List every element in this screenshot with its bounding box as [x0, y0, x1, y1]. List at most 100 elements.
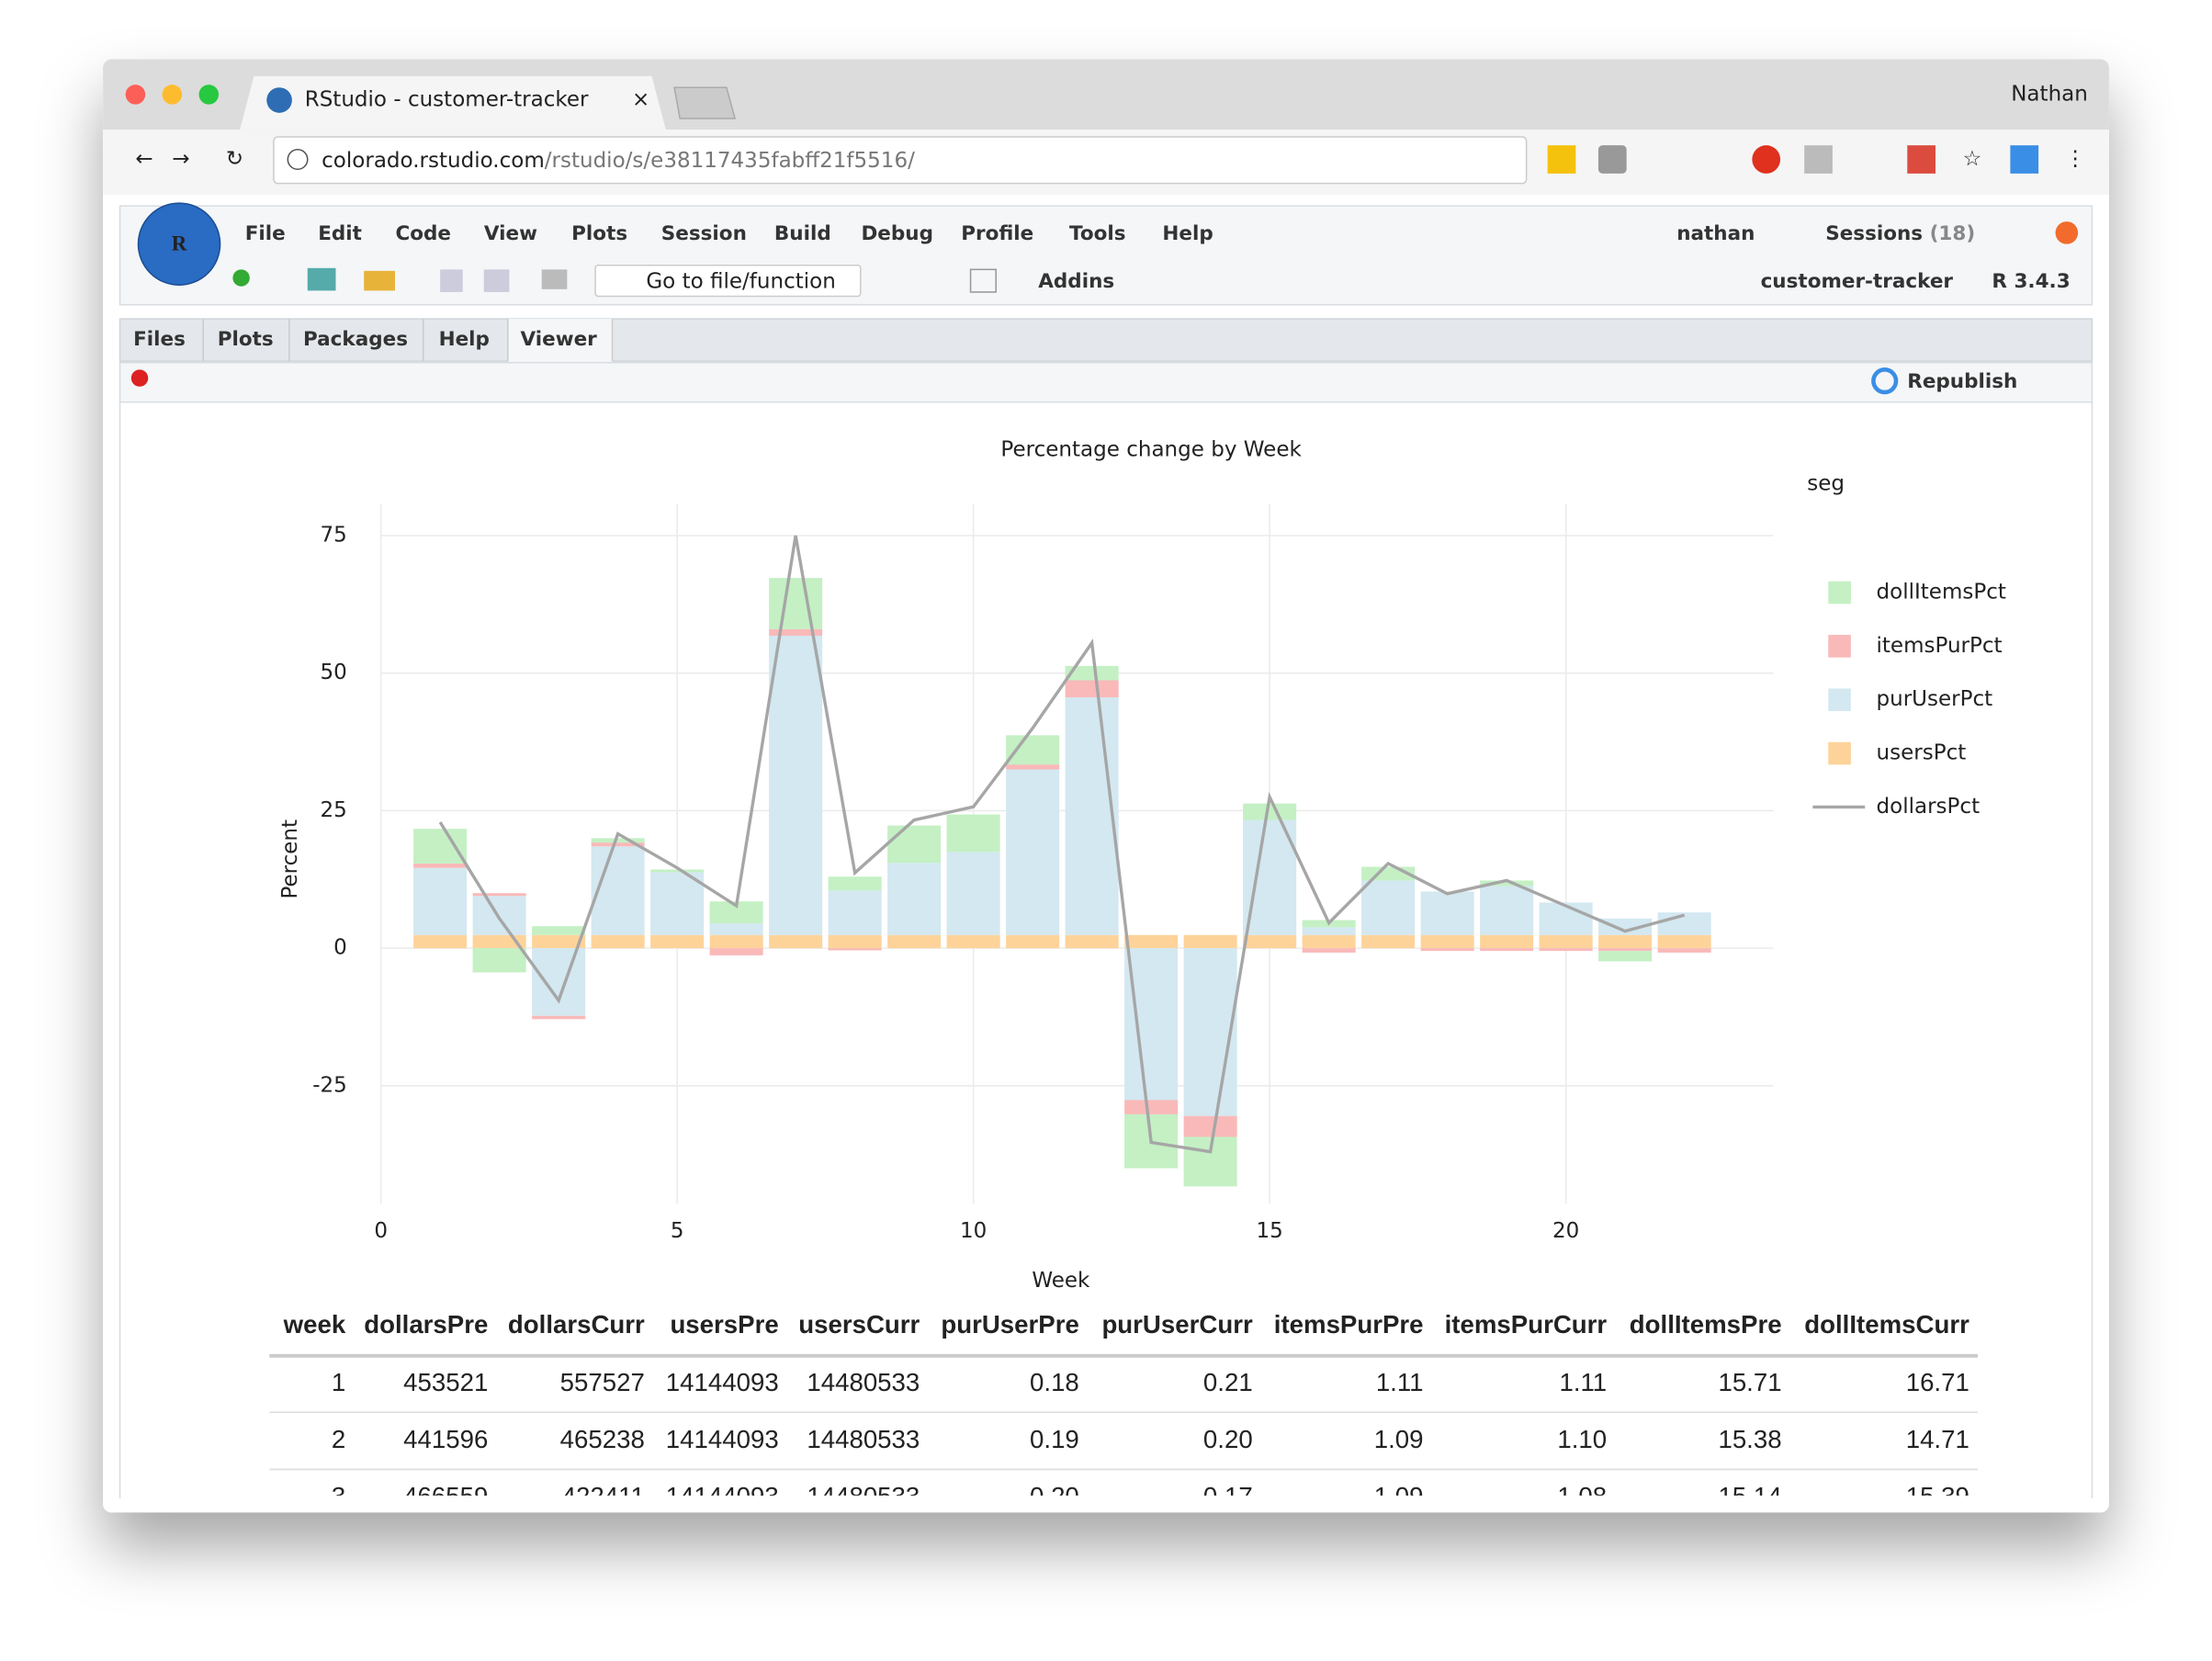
back[interactable]: ←	[135, 147, 152, 171]
y-tick-label: 25	[320, 798, 346, 822]
pane-tab[interactable]: Help	[439, 328, 490, 351]
new-tab[interactable]	[673, 86, 737, 119]
table-cell: 14480533	[807, 1482, 920, 1510]
table-cell: 15.71	[1718, 1368, 1781, 1396]
reload[interactable]: ↻	[226, 147, 243, 171]
menu-item[interactable]: View	[484, 222, 537, 245]
bar-segment	[413, 829, 468, 864]
bar-segment	[413, 867, 468, 935]
table-cell: 466559	[403, 1482, 488, 1510]
bar-segment	[1065, 665, 1119, 681]
chart-title: Percentage change by Week	[1000, 437, 1302, 461]
r-version[interactable]: R 3.4.3	[1992, 270, 2070, 293]
bar-segment	[769, 578, 823, 629]
bar-segment	[1124, 1100, 1179, 1114]
bar-segment	[1243, 819, 1297, 935]
sessions-label: Sessions	[1825, 222, 1923, 245]
menu-item[interactable]: Edit	[318, 222, 362, 245]
republish-button[interactable]: Republish	[1907, 370, 2017, 393]
table-cell: 1.11	[1559, 1368, 1607, 1396]
menu-item[interactable]: Code	[395, 222, 451, 245]
bar-segment	[1598, 951, 1653, 962]
x-tick-label: 10	[960, 1219, 987, 1243]
sessions-count: (18)	[1930, 222, 1976, 245]
legend-label: purUserPct	[1877, 687, 1993, 711]
tab[interactable]	[240, 75, 666, 130]
pane-tab[interactable]: Plots	[218, 328, 274, 351]
bar-segment	[413, 934, 468, 949]
menu-item[interactable]: Profile	[961, 222, 1033, 245]
bar-segment	[709, 934, 763, 949]
bar-segment	[1243, 803, 1297, 820]
menu-item[interactable]: Help	[1162, 222, 1213, 245]
bar-segment	[1065, 934, 1119, 949]
x-axis-label: Week	[1032, 1269, 1090, 1293]
table-cell: 0.20	[1203, 1425, 1253, 1453]
bar-segment	[532, 1015, 586, 1020]
table-cell: 14.71	[1906, 1425, 1969, 1453]
tab-close[interactable]: ×	[632, 88, 649, 112]
tab-title: RStudio - customer-tracker	[305, 88, 589, 112]
bar-segment	[946, 852, 1000, 935]
table-cell: 15.14	[1718, 1482, 1781, 1510]
menu-item[interactable]: Plots	[571, 222, 627, 245]
bar-segment	[650, 869, 705, 873]
address-bar[interactable]	[273, 136, 1528, 185]
legend-label: dollarsPct	[1877, 795, 1981, 819]
table-cell: 0.18	[1030, 1368, 1079, 1396]
minimize-button[interactable]	[162, 85, 183, 105]
table-cell: 1.11	[1376, 1368, 1424, 1396]
bar-segment	[1302, 934, 1356, 949]
tab-icon	[266, 87, 292, 113]
url[interactable]: colorado.rstudio.com/rstudio/s/e38117435…	[322, 149, 915, 173]
table-header: dollItemsPre	[1630, 1310, 1782, 1339]
bar-segment	[709, 923, 763, 935]
bar-segment	[532, 948, 586, 1016]
svg-text:⋮: ⋮	[2065, 147, 2086, 171]
x-tick-label: 15	[1256, 1219, 1282, 1243]
bar-segment	[769, 635, 823, 935]
y-tick-label: -25	[312, 1073, 347, 1097]
bar-segment	[1361, 880, 1416, 935]
bar-segment	[1065, 680, 1119, 698]
go-to-placeholder: Go to file/function	[646, 270, 835, 294]
close-button[interactable]	[125, 85, 146, 105]
line	[438, 535, 1686, 1154]
bar-segment	[591, 838, 645, 843]
y-tick-label: 75	[320, 523, 346, 547]
bar-segment	[472, 896, 526, 935]
bar-segment	[591, 842, 645, 847]
bar-segment	[887, 825, 942, 864]
bar-segment	[591, 934, 645, 949]
menu-item[interactable]: Session	[661, 222, 747, 245]
table-cell: 14144093	[666, 1368, 779, 1396]
bar-segment	[769, 628, 823, 636]
bar-segment	[591, 846, 645, 935]
menu-item[interactable]: Build	[774, 222, 831, 245]
zoom-button[interactable]	[198, 85, 220, 105]
pane-tab[interactable]: Files	[133, 328, 186, 351]
url-path: /rstudio/s/e38117435fabff21f5516/	[545, 149, 915, 173]
legend-swatch	[1828, 688, 1851, 712]
active-tab	[507, 319, 613, 363]
legend-swatch	[1828, 635, 1851, 658]
menu-item[interactable]: Tools	[1069, 222, 1126, 245]
quit-session[interactable]	[2055, 221, 2079, 244]
menu-item[interactable]: Debug	[861, 222, 933, 245]
table-header: itemsPurPre	[1274, 1310, 1424, 1339]
profile-name[interactable]: Nathan	[2011, 82, 2088, 106]
addins-menu[interactable]: Addins	[1038, 270, 1114, 293]
bar-segment	[532, 926, 586, 935]
table-cell: 14480533	[807, 1425, 920, 1453]
pane-tab[interactable]: Packages	[303, 328, 408, 351]
bar-segment	[1420, 934, 1474, 949]
pane-tab[interactable]: Viewer	[521, 328, 598, 351]
forward[interactable]: →	[172, 147, 189, 171]
bar-segment	[1006, 764, 1060, 770]
project-menu[interactable]: customer-tracker	[1761, 270, 1954, 293]
go-to-box[interactable]	[594, 264, 862, 298]
bar-segment	[1598, 918, 1653, 935]
menu-item[interactable]: File	[245, 222, 286, 245]
sessions[interactable]: Sessions (18)	[1825, 222, 1975, 245]
clear-viewer[interactable]	[130, 369, 149, 387]
